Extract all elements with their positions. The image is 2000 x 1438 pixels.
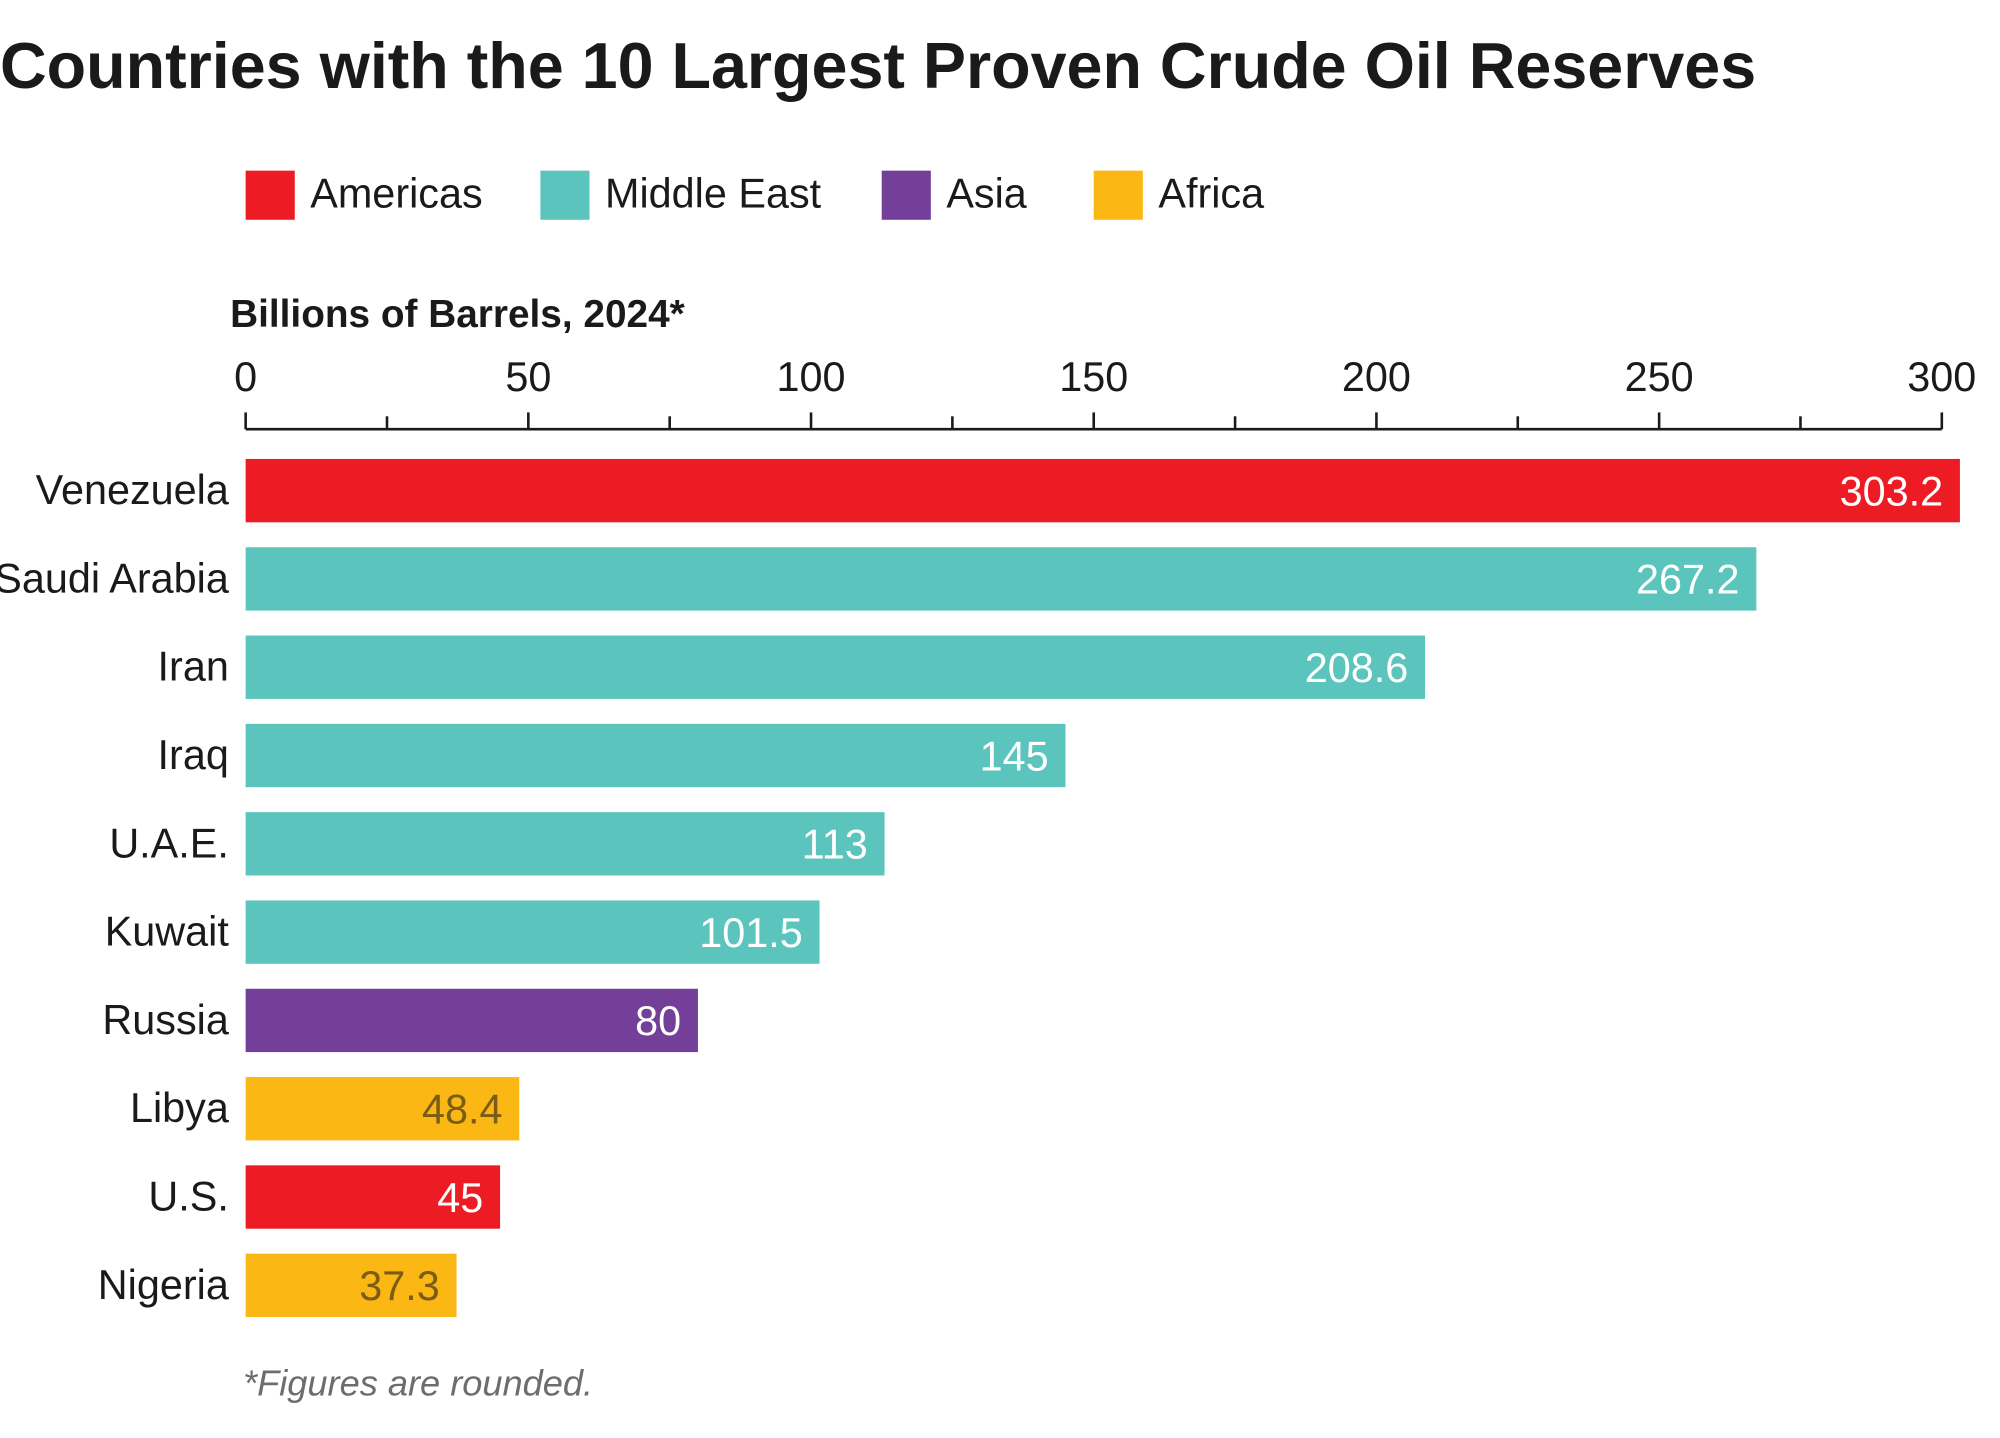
value-label: 45	[437, 1175, 483, 1221]
value-label: 80	[635, 998, 681, 1044]
chart-title: Countries with the 10 Largest Proven Cru…	[0, 29, 1756, 102]
y-tick-label: Iran	[158, 644, 229, 690]
value-label: 303.2	[1840, 468, 1944, 514]
y-tick-label: Nigeria	[98, 1262, 229, 1308]
value-label: 267.2	[1636, 557, 1739, 603]
value-label: 208.6	[1305, 645, 1409, 691]
y-tick-label: Kuwait	[105, 909, 230, 955]
y-tick-label: U.S.	[148, 1174, 228, 1220]
y-tick-label: U.A.E.	[109, 820, 229, 866]
legend-label: Asia	[946, 170, 1026, 216]
legend-swatch	[245, 170, 295, 220]
value-label: 48.4	[422, 1087, 503, 1133]
legend-swatch	[540, 170, 590, 220]
value-label: 113	[802, 822, 868, 868]
y-tick-label: Iraq	[158, 732, 229, 778]
bar	[245, 458, 1960, 523]
bar	[245, 900, 820, 964]
bar	[245, 1165, 501, 1229]
y-tick-label: Saudi Arabia	[0, 555, 229, 601]
value-label: 145	[980, 733, 1049, 779]
x-tick-label: 300	[1907, 354, 1976, 400]
bar	[245, 988, 698, 1053]
legend-label: Middle East	[605, 170, 822, 216]
legend-label: Americas	[310, 170, 482, 216]
legend-label: Africa	[1158, 170, 1264, 216]
bar	[245, 547, 1757, 611]
bar	[245, 1253, 457, 1317]
value-label: 37.3	[359, 1263, 440, 1309]
legend-swatch	[881, 170, 931, 220]
bar	[245, 812, 885, 876]
y-tick-label: Russia	[102, 997, 228, 1043]
x-tick-label: 100	[777, 354, 846, 400]
y-tick-label: Venezuela	[36, 467, 229, 513]
legend-swatch	[1093, 170, 1143, 220]
bar	[245, 635, 1426, 699]
bar	[245, 723, 1066, 788]
footnote: *Figures are rounded.	[243, 1362, 593, 1403]
y-tick-label: Libya	[130, 1085, 229, 1131]
x-tick-label: 50	[505, 354, 551, 400]
x-tick-label: 250	[1625, 354, 1694, 400]
x-tick-label: 0	[234, 354, 257, 400]
bar	[245, 1077, 520, 1141]
x-tick-label: 150	[1059, 354, 1128, 400]
axis-title: Billions of Barrels, 2024*	[230, 293, 686, 336]
x-tick-label: 200	[1342, 354, 1411, 400]
value-label: 101.5	[699, 910, 802, 956]
